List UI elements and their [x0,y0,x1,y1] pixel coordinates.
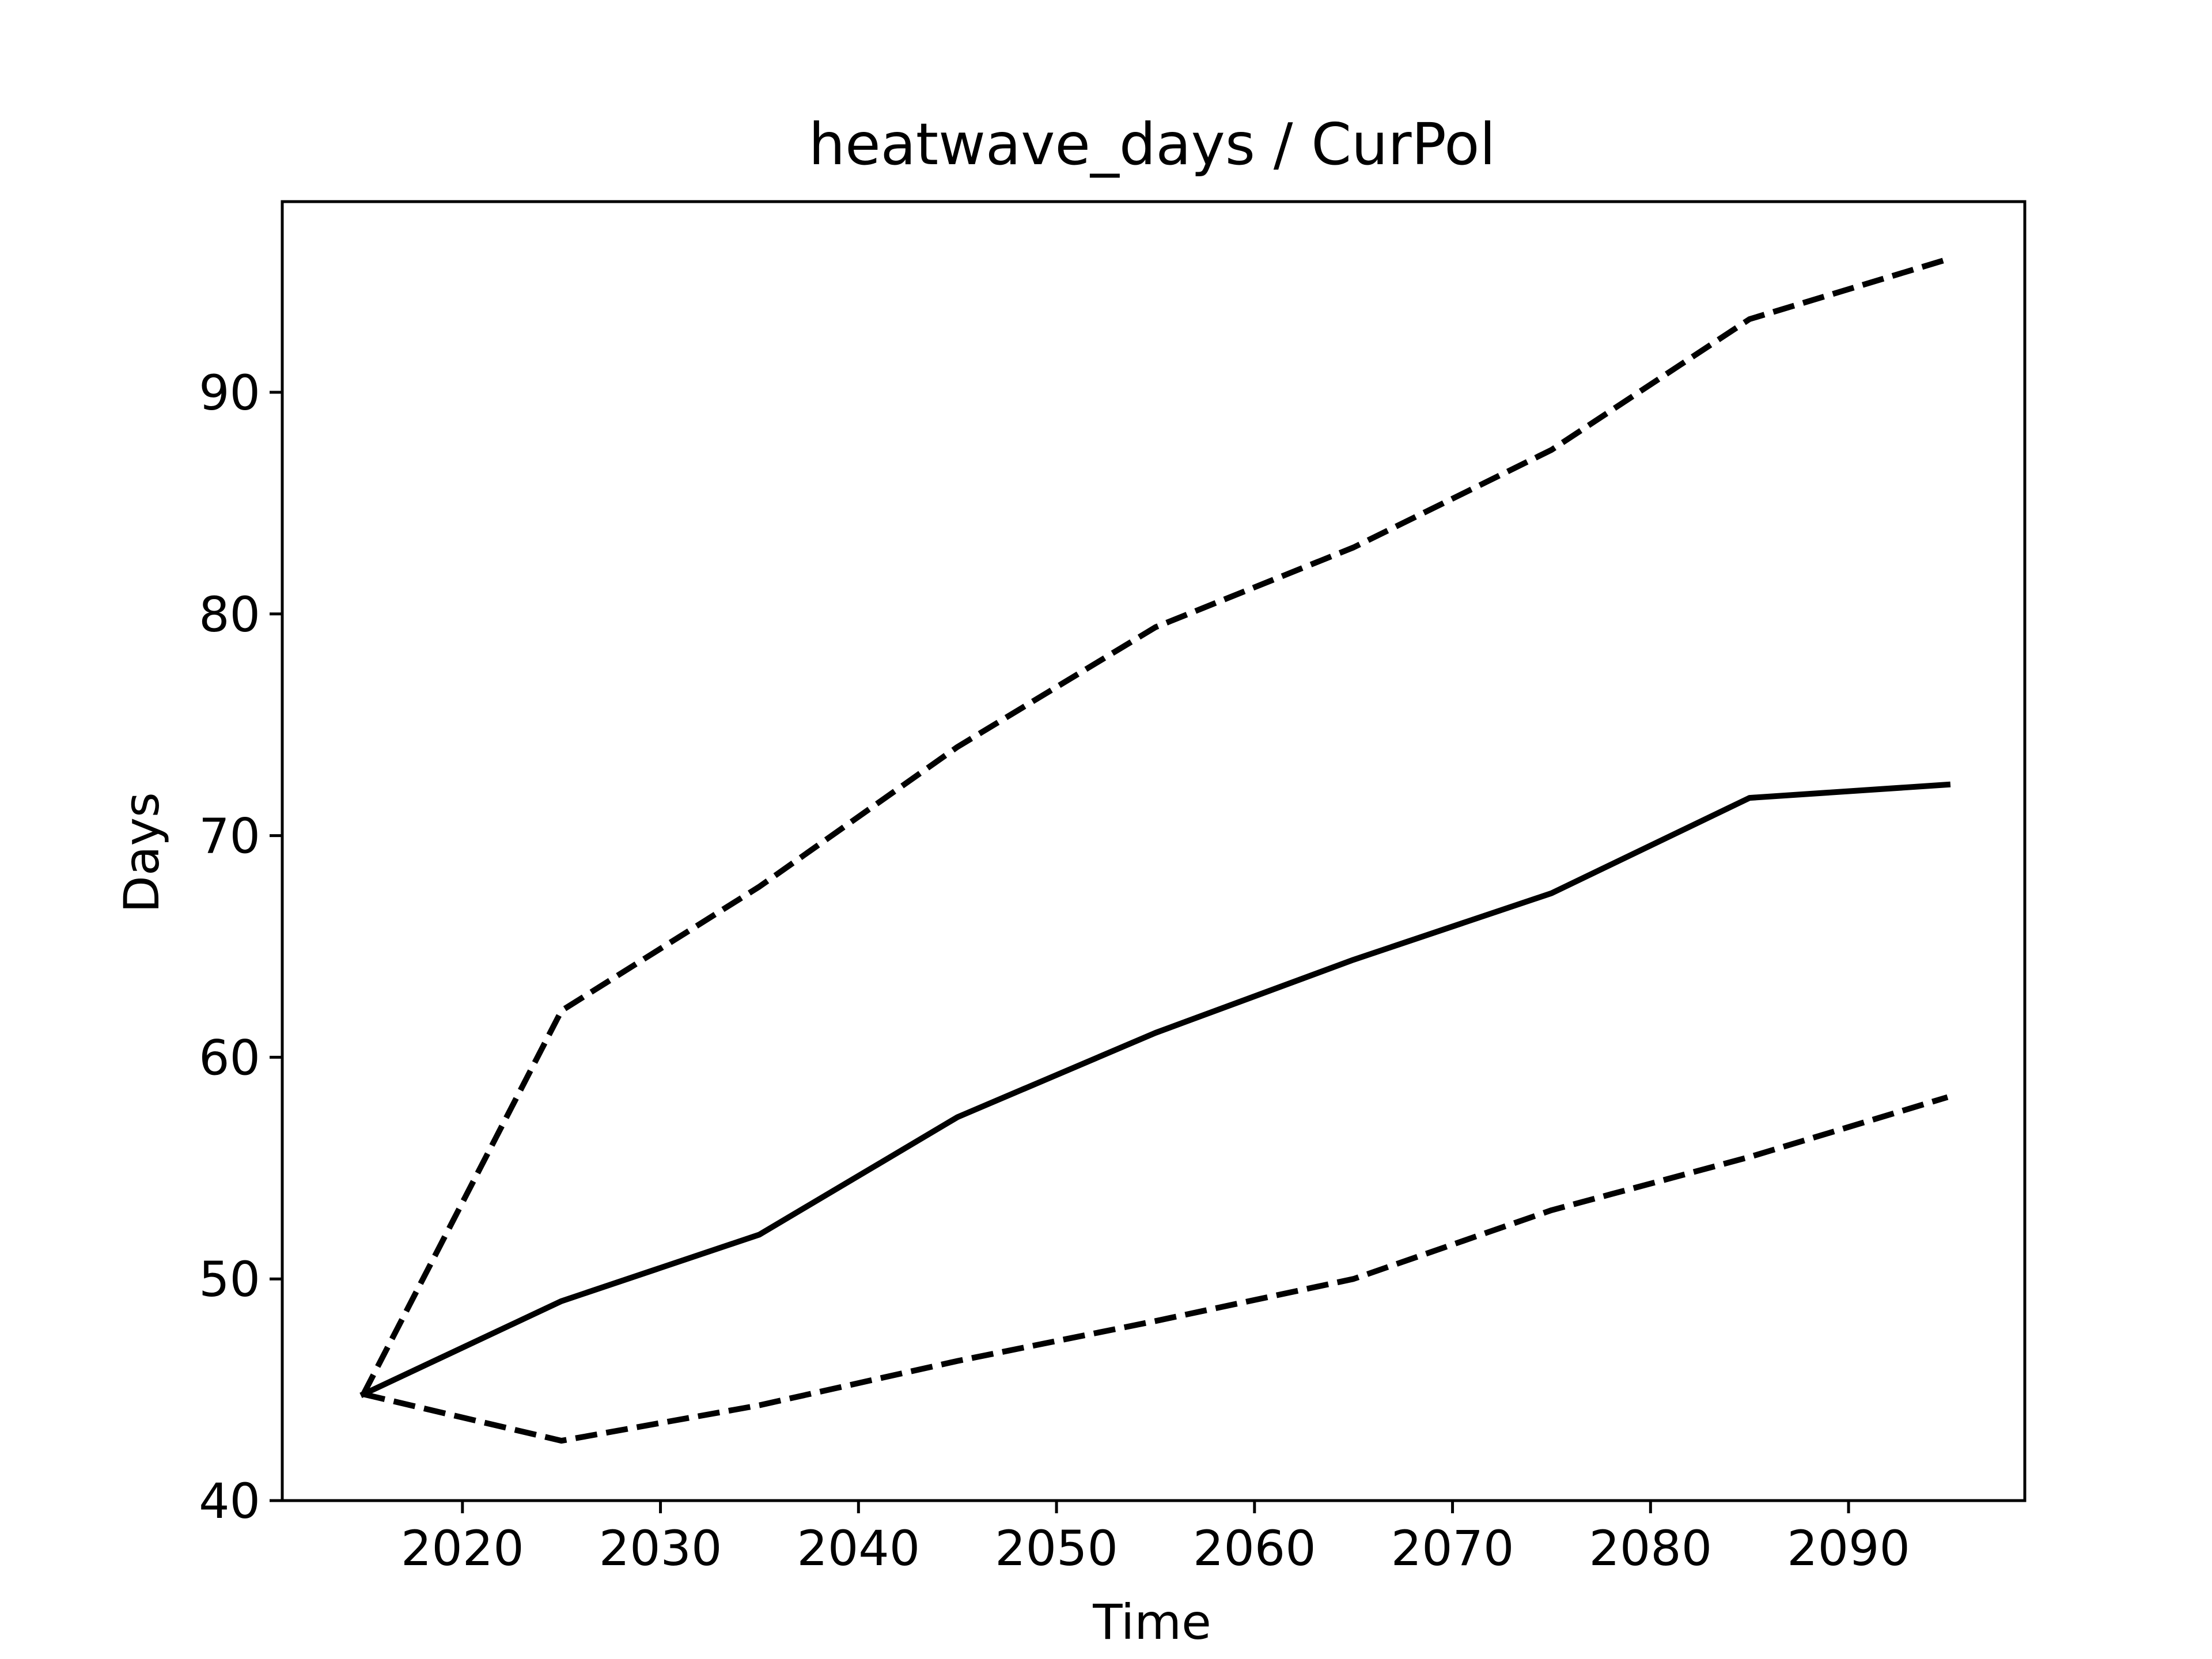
series-layer [359,256,1951,1444]
chart-title: heatwave_days / CurPol [809,111,1495,178]
x-tick-label-2020: 2020 [401,1520,524,1577]
series-line-1-dashed [361,256,1949,1396]
y-tick-label-70: 70 [199,808,260,865]
series-line-3-dashed [362,1094,1949,1444]
axes-layer: 2020 2030 2040 2050 2060 2070 2080 2090 40 50 60 70… [199,200,2027,1577]
x-tick-label-2050: 2050 [995,1520,1118,1577]
y-tick-label-90: 90 [199,365,260,421]
x-tick-label-2030: 2030 [599,1520,722,1577]
y-tick-label-60: 60 [199,1029,260,1086]
y-tick-label-50: 50 [199,1251,260,1308]
x-tick-label-2070: 2070 [1391,1520,1514,1577]
x-tick-label-2090: 2090 [1787,1520,1910,1577]
y-tick-label-80: 80 [199,586,260,643]
plot-frame [281,200,2027,1502]
y-tick-label-40: 40 [199,1473,260,1529]
x-tick-label-2080: 2080 [1589,1520,1712,1577]
y-axis-label: Days [113,792,170,913]
series-line-2-solid [359,781,1951,1398]
x-tick-label-2060: 2060 [1193,1520,1316,1577]
x-axis-label: Time [1092,1594,1211,1650]
x-tick-label-2040: 2040 [797,1520,920,1577]
